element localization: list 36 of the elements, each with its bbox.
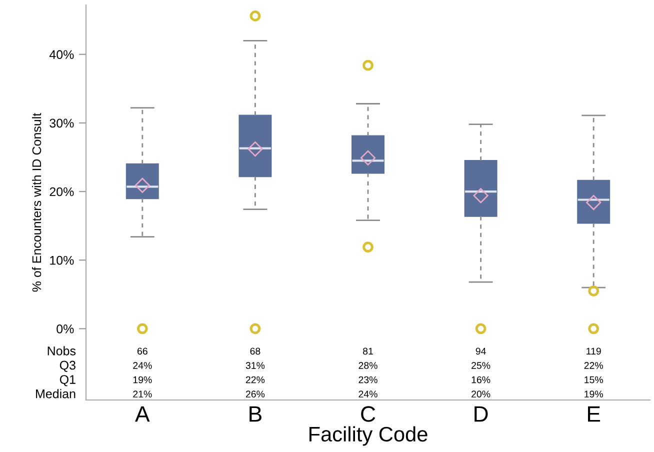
annotation: 15% xyxy=(584,376,603,384)
y-tick-label: 10% xyxy=(50,256,74,265)
annotation: 19% xyxy=(584,390,603,398)
x-tick-label: D xyxy=(474,406,488,422)
text: Nobs xyxy=(48,346,76,356)
text: Q3 xyxy=(60,360,76,372)
annotation: 94 xyxy=(476,348,486,355)
y-tick-label: 40% xyxy=(49,50,74,60)
annotation: 21% xyxy=(133,390,152,398)
y-tick-label: 20% xyxy=(50,187,74,196)
text: Median xyxy=(36,389,76,398)
annotation: 81 xyxy=(363,348,373,355)
x-axis-title: Facility Code xyxy=(310,426,428,446)
annotation: 22% xyxy=(584,362,603,369)
x-tick-label: B xyxy=(250,406,262,422)
annotation: 23% xyxy=(358,376,378,384)
annotation: 20% xyxy=(472,390,490,398)
text: Q1 xyxy=(60,375,76,386)
y-axis-title: % of Encounters with ID Consult xyxy=(32,112,42,292)
annotation: 24% xyxy=(133,362,152,369)
y-tick-label: 30% xyxy=(50,118,74,128)
y-tick-label: 0% xyxy=(56,324,74,334)
x-tick-label: E xyxy=(588,406,600,422)
x-tick-label: A xyxy=(135,406,150,422)
annotation: 16% xyxy=(472,376,490,384)
x-tick-label: C xyxy=(361,406,376,422)
annotation: 25% xyxy=(472,362,490,369)
annotation: 24% xyxy=(358,390,378,398)
annotation: 66 xyxy=(137,348,148,355)
annotation: 119 xyxy=(586,348,601,355)
annotation: 22% xyxy=(246,376,265,384)
annotation: 19% xyxy=(133,376,152,384)
annotation: 31% xyxy=(246,362,265,369)
annotation: 26% xyxy=(246,390,265,398)
annotation: 68 xyxy=(250,348,260,355)
annotation: 28% xyxy=(358,362,378,369)
